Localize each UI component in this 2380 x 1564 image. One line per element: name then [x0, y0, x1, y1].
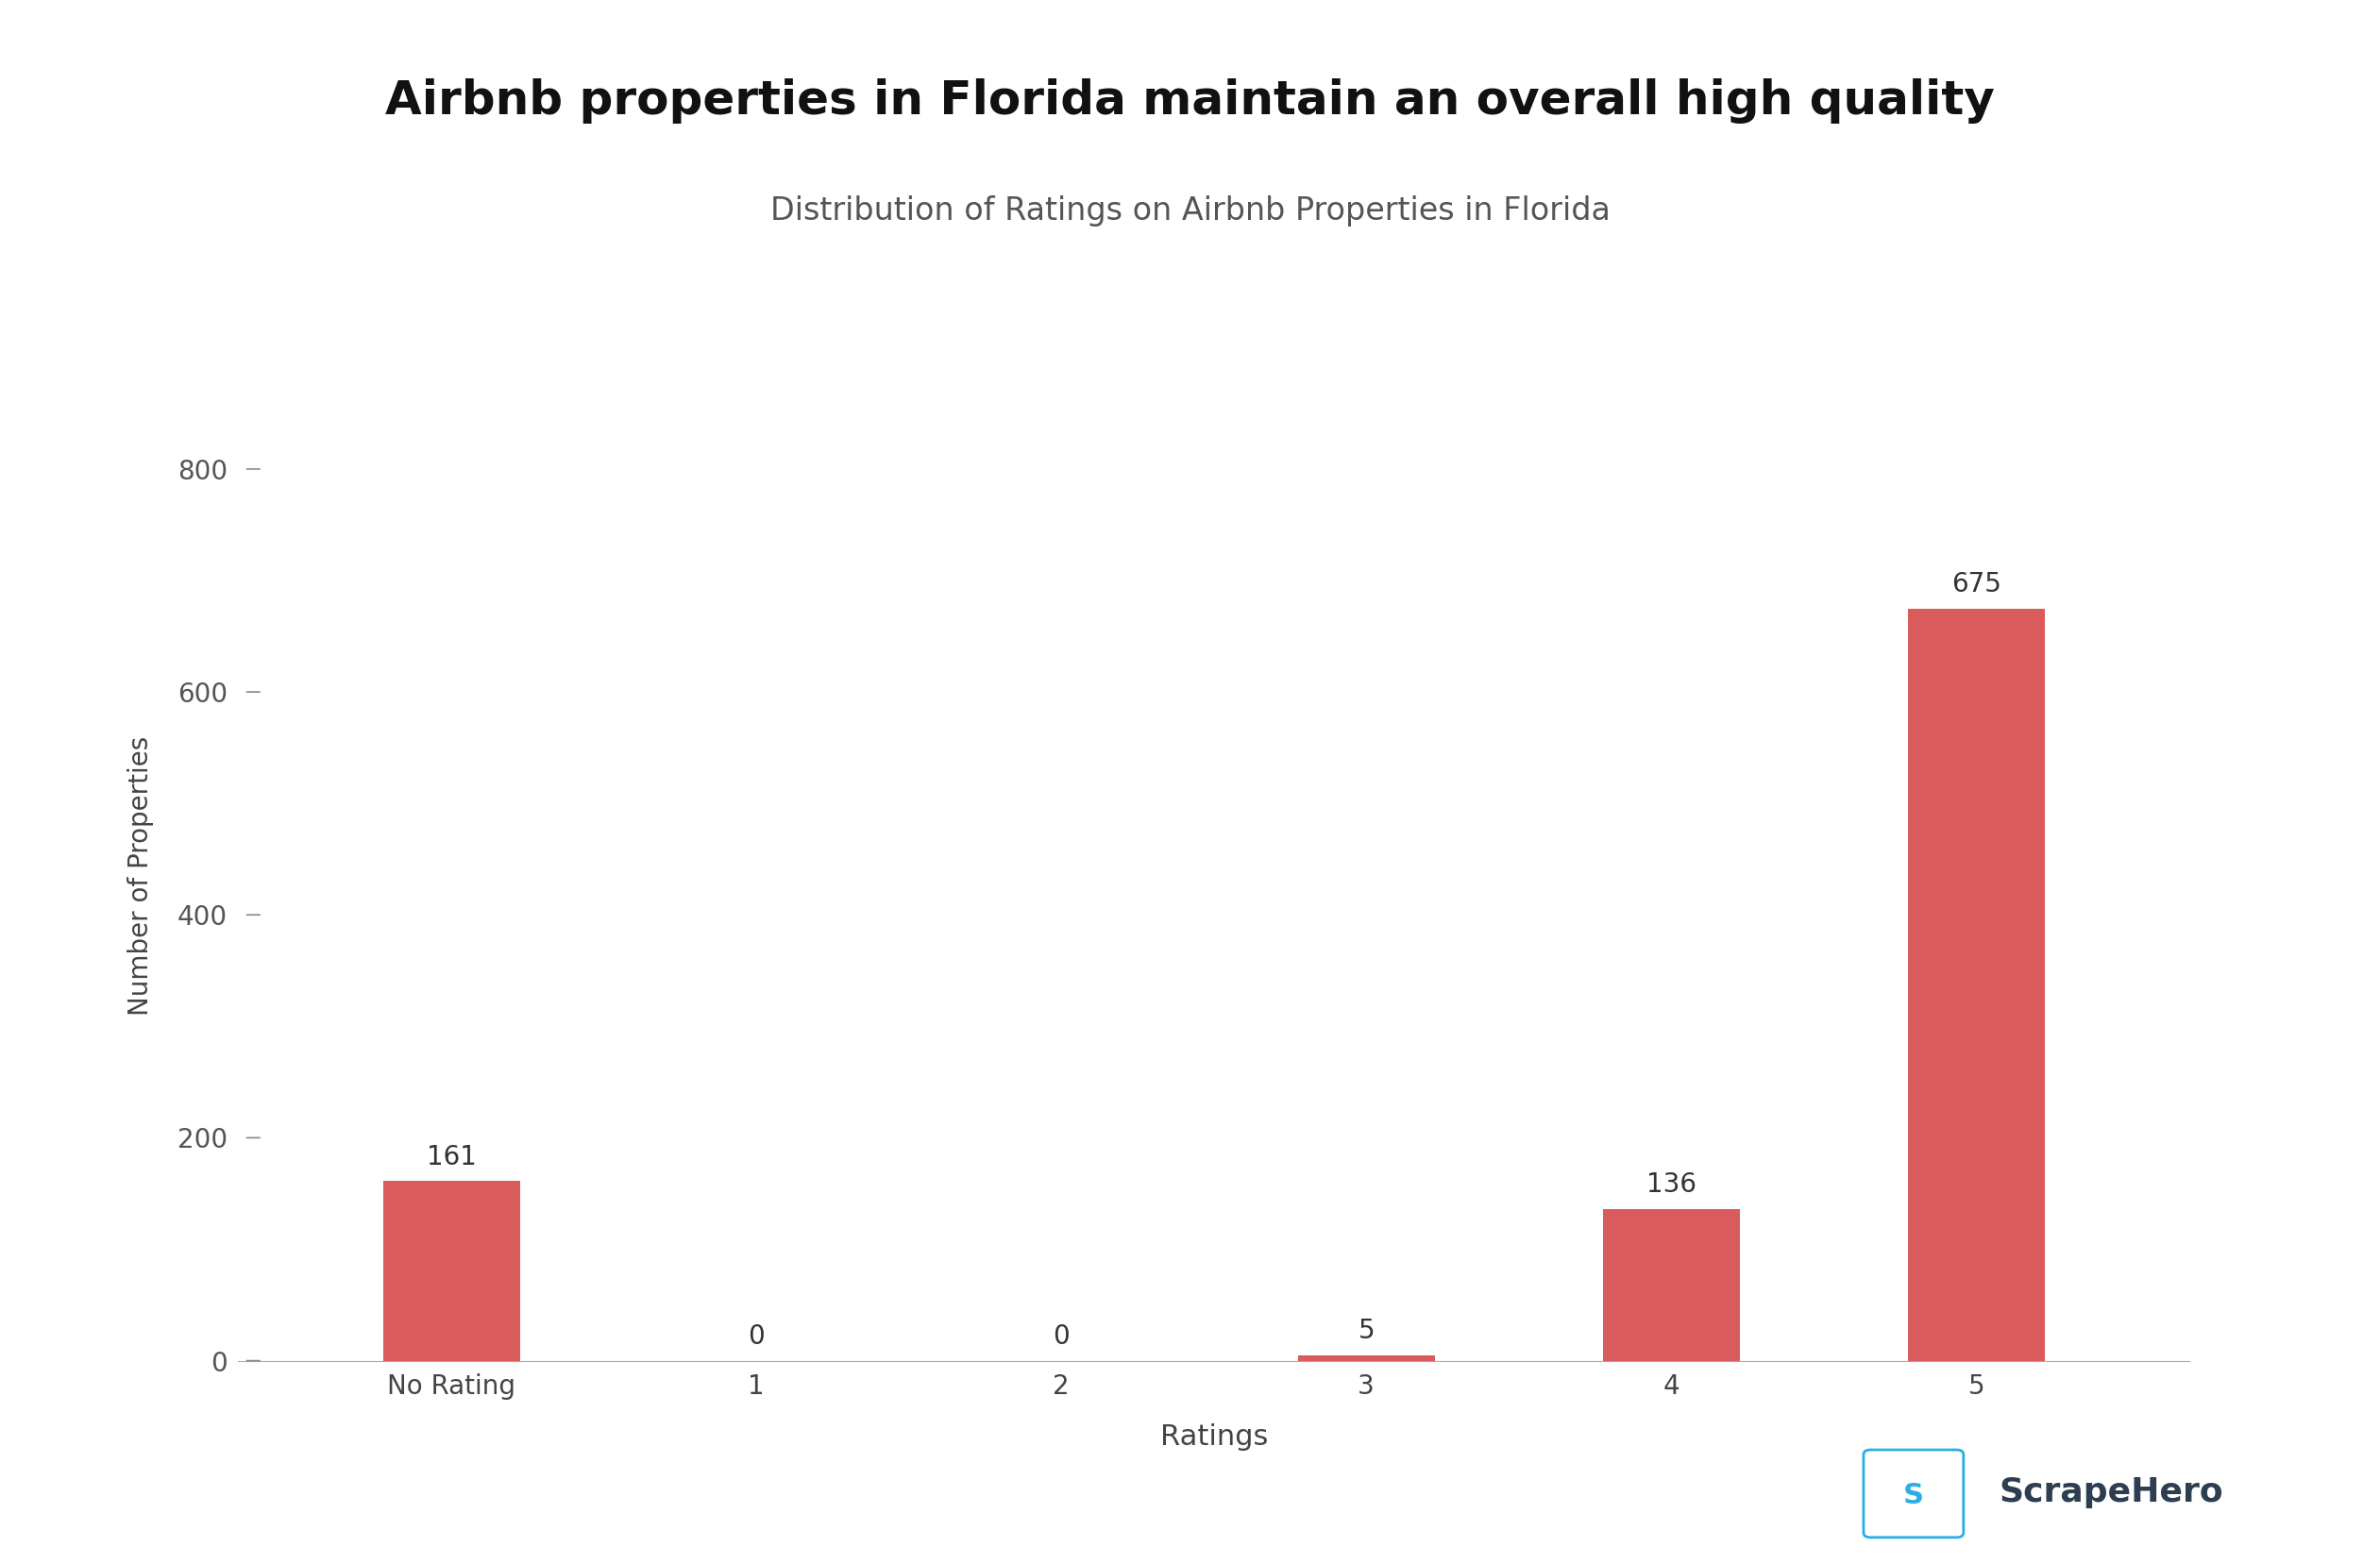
- Text: 161: 161: [426, 1143, 476, 1170]
- Y-axis label: Number of Properties: Number of Properties: [126, 737, 155, 1015]
- FancyBboxPatch shape: [1864, 1450, 1963, 1537]
- X-axis label: Ratings: Ratings: [1159, 1423, 1269, 1451]
- Text: Airbnb properties in Florida maintain an overall high quality: Airbnb properties in Florida maintain an…: [386, 78, 1994, 124]
- Text: ScrapeHero: ScrapeHero: [1999, 1476, 2223, 1508]
- Text: 5: 5: [1359, 1317, 1376, 1343]
- Bar: [1297, 1354, 1435, 1361]
- Text: 0: 0: [1052, 1323, 1069, 1350]
- Text: 675: 675: [1952, 571, 2002, 597]
- Bar: [1906, 608, 2044, 1361]
- Bar: [383, 1181, 521, 1361]
- Text: Distribution of Ratings on Airbnb Properties in Florida: Distribution of Ratings on Airbnb Proper…: [771, 196, 1609, 227]
- Text: 136: 136: [1647, 1171, 1697, 1198]
- Text: 0: 0: [747, 1323, 764, 1350]
- Text: S: S: [1904, 1481, 1923, 1509]
- Bar: [1602, 1209, 1740, 1361]
